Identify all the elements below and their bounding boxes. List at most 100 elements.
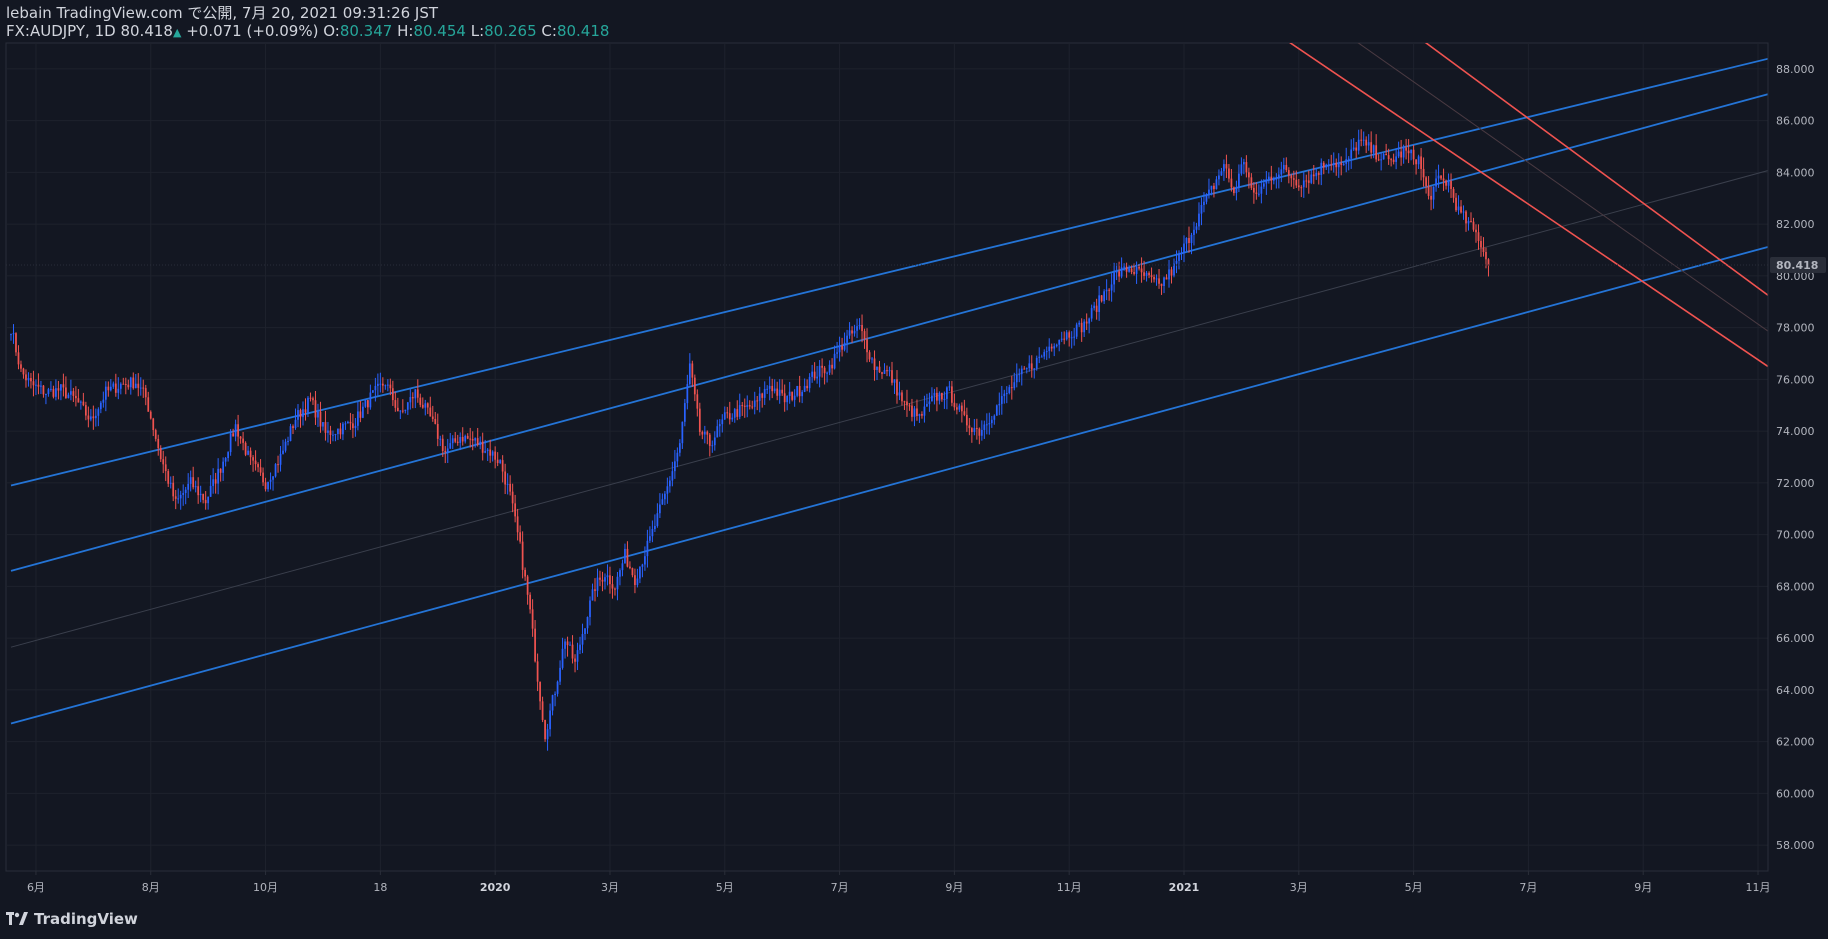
candle[interactable] bbox=[878, 360, 881, 373]
candle[interactable] bbox=[1355, 141, 1358, 159]
candle[interactable] bbox=[167, 468, 170, 487]
candle[interactable] bbox=[40, 380, 42, 394]
candle[interactable] bbox=[237, 414, 239, 447]
candle[interactable] bbox=[77, 389, 80, 403]
candle[interactable] bbox=[649, 526, 651, 543]
candle[interactable] bbox=[863, 328, 866, 349]
candle[interactable] bbox=[454, 432, 457, 444]
candle[interactable] bbox=[259, 459, 262, 476]
candle[interactable] bbox=[234, 419, 237, 442]
candle[interactable] bbox=[1253, 182, 1255, 204]
candle[interactable] bbox=[401, 399, 404, 414]
candle[interactable] bbox=[1395, 148, 1398, 170]
candle[interactable] bbox=[544, 719, 546, 742]
candle[interactable] bbox=[62, 373, 65, 397]
candle[interactable] bbox=[501, 455, 504, 483]
candle[interactable] bbox=[79, 400, 82, 410]
candle[interactable] bbox=[434, 411, 437, 425]
candle[interactable] bbox=[317, 403, 319, 427]
candle[interactable] bbox=[119, 382, 122, 395]
candle[interactable] bbox=[177, 488, 180, 504]
candle[interactable] bbox=[322, 422, 324, 431]
candle[interactable] bbox=[499, 459, 502, 465]
candle[interactable] bbox=[239, 435, 242, 444]
candle[interactable] bbox=[152, 417, 155, 437]
candle[interactable] bbox=[219, 468, 222, 482]
candle[interactable] bbox=[67, 392, 70, 399]
candle[interactable] bbox=[1028, 355, 1031, 372]
candle[interactable] bbox=[394, 391, 397, 412]
candle[interactable] bbox=[561, 637, 564, 670]
candle[interactable] bbox=[1155, 274, 1158, 286]
candle[interactable] bbox=[247, 445, 249, 456]
candle[interactable] bbox=[89, 409, 92, 422]
candle[interactable] bbox=[1360, 129, 1363, 147]
candle[interactable] bbox=[506, 473, 509, 495]
candle[interactable] bbox=[471, 431, 474, 451]
candle[interactable] bbox=[1090, 304, 1093, 322]
candle[interactable] bbox=[45, 393, 47, 405]
candle[interactable] bbox=[426, 402, 429, 415]
candle[interactable] bbox=[332, 430, 334, 442]
candle[interactable] bbox=[1115, 263, 1118, 281]
candle[interactable] bbox=[1180, 247, 1183, 260]
candle[interactable] bbox=[594, 578, 596, 602]
candle[interactable] bbox=[229, 429, 232, 456]
candle[interactable] bbox=[926, 393, 928, 407]
candle[interactable] bbox=[376, 373, 379, 396]
candle[interactable] bbox=[1050, 343, 1053, 352]
candle[interactable] bbox=[352, 413, 354, 439]
candle[interactable] bbox=[149, 410, 152, 420]
symbol-label[interactable]: FX:AUDJPY, 1D bbox=[6, 22, 116, 40]
candle[interactable] bbox=[671, 461, 674, 487]
candle[interactable] bbox=[1095, 298, 1098, 320]
candle[interactable] bbox=[901, 390, 903, 406]
candle[interactable] bbox=[362, 402, 364, 419]
candle[interactable] bbox=[1265, 171, 1268, 195]
downtrend-lower[interactable] bbox=[1271, 30, 1828, 410]
candle[interactable] bbox=[312, 396, 314, 405]
candle[interactable] bbox=[751, 400, 754, 410]
candle[interactable] bbox=[357, 401, 359, 431]
candle[interactable] bbox=[913, 406, 916, 427]
candle[interactable] bbox=[579, 636, 581, 655]
candle[interactable] bbox=[960, 402, 963, 423]
candle[interactable] bbox=[1375, 134, 1378, 163]
candle[interactable] bbox=[337, 428, 339, 441]
candle[interactable] bbox=[1145, 270, 1148, 282]
candle[interactable] bbox=[891, 361, 893, 386]
candle[interactable] bbox=[399, 410, 402, 420]
candle[interactable] bbox=[693, 374, 696, 402]
candle[interactable] bbox=[554, 691, 556, 707]
candle[interactable] bbox=[581, 623, 584, 654]
candle[interactable] bbox=[469, 427, 472, 448]
candle[interactable] bbox=[1203, 192, 1205, 213]
candle[interactable] bbox=[75, 386, 77, 407]
candle[interactable] bbox=[496, 452, 499, 467]
candle[interactable] bbox=[1335, 158, 1338, 176]
candle[interactable] bbox=[359, 400, 362, 423]
candle[interactable] bbox=[639, 566, 641, 584]
candle[interactable] bbox=[514, 494, 517, 523]
candle[interactable] bbox=[718, 419, 721, 437]
candle[interactable] bbox=[391, 380, 394, 406]
candle[interactable] bbox=[1128, 265, 1130, 273]
candle[interactable] bbox=[1487, 258, 1490, 277]
candle[interactable] bbox=[1053, 343, 1056, 357]
candle[interactable] bbox=[244, 441, 247, 457]
candle[interactable] bbox=[1018, 368, 1021, 383]
candle[interactable] bbox=[808, 373, 811, 393]
candle[interactable] bbox=[304, 398, 307, 421]
candle[interactable] bbox=[1013, 372, 1016, 391]
candle[interactable] bbox=[918, 413, 921, 423]
candle[interactable] bbox=[1200, 197, 1203, 226]
candle[interactable] bbox=[82, 392, 85, 407]
candle[interactable] bbox=[853, 324, 856, 337]
candle[interactable] bbox=[821, 358, 823, 378]
candle[interactable] bbox=[157, 434, 160, 456]
candle[interactable] bbox=[372, 390, 374, 394]
candle[interactable] bbox=[72, 387, 75, 403]
candle[interactable] bbox=[451, 435, 454, 449]
candle[interactable] bbox=[449, 432, 452, 450]
candle[interactable] bbox=[1125, 262, 1128, 278]
